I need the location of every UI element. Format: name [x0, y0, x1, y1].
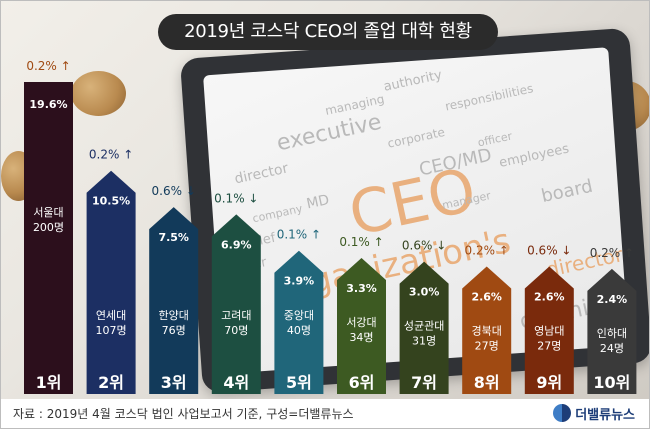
bar: [149, 207, 199, 394]
rank-label: 3위: [161, 373, 187, 392]
count-label: 27명: [537, 339, 561, 352]
bar-chart: 0.2% ↑ 19.6% 서울대 200명 1위 0.2% ↑ 10.5% 연세대 107명 2위…: [24, 59, 637, 394]
value-label: 3.3%: [346, 282, 377, 295]
change-label: 0.2% ↑: [26, 59, 70, 73]
rank-label: 2위: [98, 373, 124, 392]
change-label: 0.2% ↑: [590, 246, 634, 260]
rank-label: 8위: [474, 373, 500, 392]
change-label: 0.1% ↑: [277, 228, 321, 242]
screen-word: MD: [305, 192, 331, 212]
change-label: 0.1% ↑: [339, 235, 383, 249]
value-label: 19.6%: [29, 98, 67, 111]
logo-text: 더밸류뉴스: [575, 407, 635, 423]
bar: [462, 266, 512, 394]
bar-group: 0.1% ↑ 3.3% 서강대 34명 6위: [337, 235, 386, 394]
bar-group: 0.2% ↑ 19.6% 서울대 200명 1위: [24, 59, 73, 394]
count-label: 31명: [412, 335, 436, 348]
bar: [211, 214, 261, 394]
bar-group: 0.2% ↑ 2.6% 경북대 27명 8위: [462, 243, 512, 394]
category-label: 영남대: [534, 324, 564, 337]
category-label: 한양대: [159, 309, 189, 322]
change-label: 0.2% ↑: [89, 148, 133, 162]
bar: [86, 170, 136, 394]
bar: [524, 266, 574, 394]
rank-label: 7위: [411, 373, 437, 392]
count-label: 40명: [287, 324, 311, 337]
rank-label: 5위: [286, 373, 312, 392]
change-label: 0.6% ↓: [402, 239, 446, 253]
value-label: 7.5%: [158, 231, 189, 244]
brand-logo: 더밸류뉴스: [553, 402, 635, 424]
bar-group: 0.1% ↓ 6.9% 고려대 70명 4위: [211, 191, 261, 394]
rank-label: 1위: [36, 373, 62, 392]
count-label: 76명: [162, 324, 186, 337]
value-label: 2.6%: [534, 290, 565, 303]
source-note: 자료 : 2019년 4월 코스닥 법인 사업보고서 기준, 구성=더밸류뉴스: [13, 407, 354, 421]
category-label: 경북대: [472, 324, 502, 337]
bar: [399, 261, 449, 394]
bar-group: 0.1% ↑ 3.9% 중앙대 40명 5위: [274, 228, 324, 394]
value-label: 2.6%: [471, 290, 502, 303]
category-label: 고려대: [221, 309, 251, 322]
bar-group: 0.2% ↑ 2.4% 인하대 24명 10위: [587, 246, 637, 394]
rank-label: 6위: [349, 373, 375, 392]
count-label: 107명: [96, 324, 127, 337]
cookie-decoration: [71, 71, 126, 116]
category-label: 인하대: [597, 326, 627, 340]
category-label: 성균관대: [404, 320, 444, 333]
count-label: 200명: [33, 221, 64, 234]
category-label: 연세대: [96, 309, 126, 322]
count-label: 27명: [475, 339, 499, 352]
value-label: 2.4%: [597, 293, 628, 306]
footer: 자료 : 2019년 4월 코스닥 법인 사업보고서 기준, 구성=더밸류뉴스 …: [1, 399, 649, 428]
bar-group: 0.6% ↓ 2.6% 영남대 27명 9위: [524, 243, 574, 394]
rank-label: 4위: [223, 373, 249, 392]
change-label: 0.2% ↑: [465, 243, 509, 257]
category-label: 서강대: [346, 316, 376, 329]
change-label: 0.1% ↓: [214, 191, 258, 205]
logo-icon: [553, 404, 572, 422]
category-label: 서울대: [33, 206, 63, 219]
change-label: 0.6% ↓: [527, 243, 571, 257]
value-label: 6.9%: [221, 238, 252, 251]
value-label: 3.9%: [284, 275, 315, 288]
count-label: 24명: [600, 342, 624, 355]
bar: [587, 268, 637, 394]
count-label: 34명: [349, 331, 373, 344]
value-label: 10.5%: [92, 195, 130, 208]
value-label: 3.0%: [409, 286, 440, 299]
rank-label: 9위: [536, 373, 562, 392]
rank-label: 10위: [593, 373, 630, 392]
bar: [274, 250, 324, 394]
bar-group: 0.2% ↑ 10.5% 연세대 107명 2위: [86, 148, 136, 394]
bar-group: 0.6% ↓ 7.5% 한양대 76명 3위: [149, 184, 199, 394]
bar: [337, 257, 386, 394]
bar: [24, 82, 73, 394]
bar-group: 0.6% ↓ 3.0% 성균관대 31명 7위: [399, 239, 449, 394]
page-title: 2019년 코스닥 CEO의 졸업 대학 현황: [158, 14, 498, 50]
count-label: 70명: [224, 324, 248, 337]
category-label: 중앙대: [284, 309, 314, 322]
change-label: 0.6% ↓: [152, 184, 196, 198]
